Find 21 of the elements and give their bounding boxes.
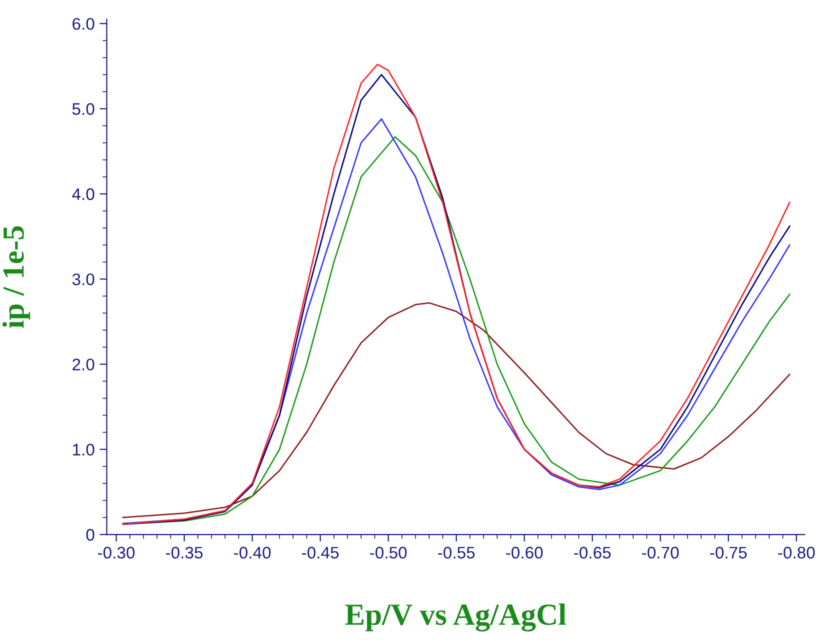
x-tick-label: -0.70 [642, 546, 679, 559]
x-tick-label: -0.60 [506, 546, 543, 559]
x-tick-label: -0.45 [302, 546, 339, 559]
y-tick-label: 5.0 [72, 103, 94, 115]
y-tick-label: 0 [86, 528, 94, 541]
x-tick-label: -0.75 [710, 546, 747, 559]
x-tick-label: -0.35 [166, 546, 203, 559]
x-tick-label: -0.80 [778, 546, 815, 559]
x-tick-label: -0.50 [370, 546, 407, 559]
x-tick-label: -0.55 [438, 546, 475, 559]
y-tick-label: 1.0 [73, 444, 94, 456]
x-tick-label: -0.65 [574, 546, 611, 559]
x-tick-label: -0.40 [234, 546, 271, 559]
y-tick-label: 3.0 [72, 273, 94, 286]
y-axis-title: ip / 1e-5 [2, 226, 30, 328]
y-tick-label: 2.0 [72, 358, 94, 370]
x-tick-label: -0.30 [98, 546, 135, 559]
y-tick-label: 4.0 [72, 188, 94, 200]
x-axis-title: Ep/V vs Ag/AgCl [345, 604, 566, 632]
y-tick-label: 6.0 [72, 18, 94, 30]
line-series [122, 302, 790, 518]
